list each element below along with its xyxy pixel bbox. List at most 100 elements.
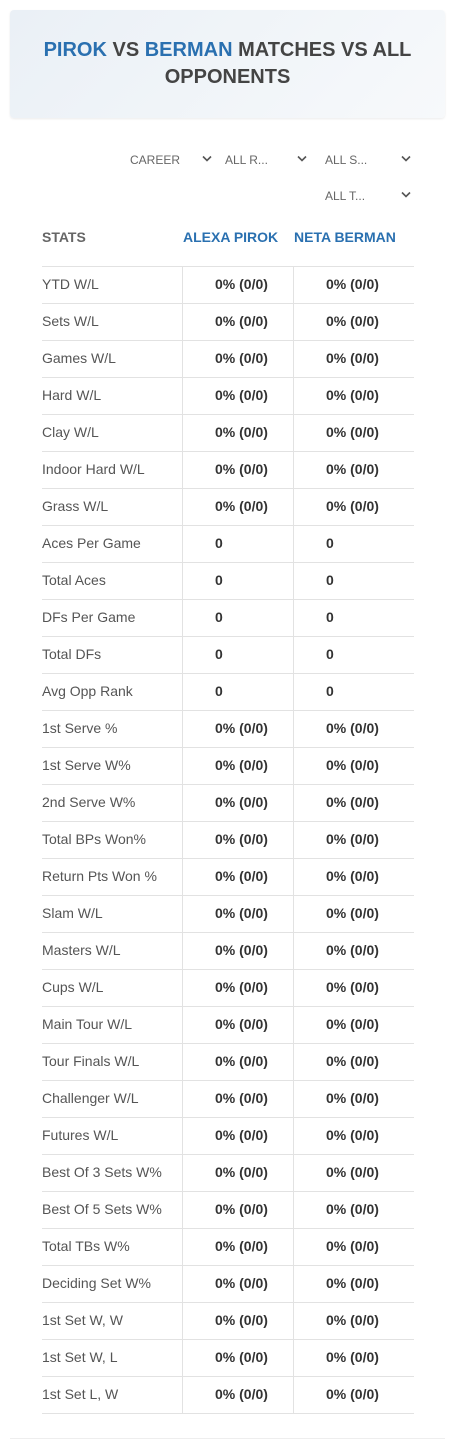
stat-value: 0% (0/0) [326, 1090, 379, 1106]
row-divider [42, 414, 414, 415]
row-divider [42, 1080, 414, 1081]
row-divider [42, 636, 414, 637]
filter-label: ALL T... [325, 189, 366, 203]
stat-label: DFs Per Game [42, 609, 136, 625]
stat-label: Grass W/L [42, 498, 109, 514]
header: PIROK VS BERMAN MATCHES VS ALL OPPONENTS [10, 10, 445, 118]
stat-label: Best Of 5 Sets W% [42, 1201, 162, 1217]
stat-value: 0% (0/0) [326, 942, 379, 958]
row-divider [42, 599, 414, 600]
stat-value: 0% (0/0) [215, 942, 268, 958]
stat-value: 0% (0/0) [215, 868, 268, 884]
stat-value: 0% (0/0) [326, 1016, 379, 1032]
stat-value: 0% (0/0) [326, 276, 379, 292]
stat-value: 0 [326, 646, 334, 662]
stat-label: Tour Finals W/L [42, 1053, 140, 1069]
filter-dropdown[interactable]: ALL R... [225, 152, 307, 168]
row-divider [42, 895, 414, 896]
stat-value: 0% (0/0) [215, 387, 268, 403]
row-divider [42, 1191, 414, 1192]
stat-value: 0% (0/0) [326, 905, 379, 921]
stat-value: 0% (0/0) [326, 1312, 379, 1328]
stat-value: 0% (0/0) [215, 794, 268, 810]
stat-value: 0% (0/0) [215, 313, 268, 329]
row-divider [42, 451, 414, 452]
stat-value: 0% (0/0) [215, 1164, 268, 1180]
chevron [401, 191, 411, 198]
stat-label: Sets W/L [42, 313, 99, 329]
stat-label: Hard W/L [42, 387, 102, 403]
stat-value: 0% (0/0) [215, 1127, 268, 1143]
stat-value: 0% (0/0) [215, 1312, 268, 1328]
row-divider [42, 488, 414, 489]
stat-value: 0% (0/0) [215, 1275, 268, 1291]
stat-value: 0% (0/0) [215, 1201, 268, 1217]
stat-value: 0% (0/0) [326, 794, 379, 810]
column-header: ALEXA PIROK [183, 229, 279, 245]
title: PIROK VS BERMAN MATCHES VS ALL OPPONENTS [40, 37, 415, 91]
stat-value: 0 [215, 535, 223, 551]
filter-label: CAREER [130, 153, 181, 167]
row-divider [42, 784, 414, 785]
row-divider [42, 1006, 414, 1007]
row-divider [42, 1043, 414, 1044]
stat-value: 0% (0/0) [326, 350, 379, 366]
row-divider [42, 1265, 414, 1266]
row-divider [42, 969, 414, 970]
row-divider [42, 673, 414, 674]
stat-value: 0% (0/0) [326, 831, 379, 847]
row-divider [42, 1302, 414, 1303]
stat-label: Cups W/L [42, 979, 104, 995]
stat-label: 1st Set L, W [42, 1386, 119, 1402]
stat-value: 0% (0/0) [215, 1238, 268, 1254]
stat-label: Futures W/L [42, 1127, 119, 1143]
row-divider [42, 340, 414, 341]
stat-value: 0 [215, 609, 223, 625]
stat-value: 0% (0/0) [326, 979, 379, 995]
stat-value: 0 [215, 646, 223, 662]
stat-value: 0% (0/0) [215, 1016, 268, 1032]
stat-label: Best Of 3 Sets W% [42, 1164, 162, 1180]
stat-label: Masters W/L [42, 942, 121, 958]
row-divider [42, 821, 414, 822]
stat-value: 0% (0/0) [215, 276, 268, 292]
row-divider [42, 858, 414, 859]
filter-dropdown[interactable]: CAREER [130, 152, 212, 168]
stat-value: 0% (0/0) [215, 350, 268, 366]
stat-label: 1st Serve % [42, 720, 118, 736]
stat-value: 0% (0/0) [326, 387, 379, 403]
title-part: MATCHES VS ALL OPPONENTS [164, 39, 412, 88]
stat-value: 0% (0/0) [215, 1053, 268, 1069]
stat-value: 0% (0/0) [326, 1238, 379, 1254]
stat-value: 0% (0/0) [215, 1386, 268, 1402]
stat-label: Total TBs W% [42, 1238, 130, 1254]
row-divider [42, 1228, 414, 1229]
filter-dropdown[interactable]: ALL S... [325, 152, 411, 168]
row-divider [42, 1154, 414, 1155]
stat-value: 0 [326, 572, 334, 588]
stat-label: 1st Set W, W [42, 1312, 123, 1328]
row-divider [42, 303, 414, 304]
column-divider [182, 266, 183, 1413]
stat-label: Clay W/L [42, 424, 99, 440]
stat-value: 0% (0/0) [326, 1349, 379, 1365]
stat-value: 0% (0/0) [215, 461, 268, 477]
row-divider [42, 377, 414, 378]
stat-label: Games W/L [42, 350, 116, 366]
stat-value: 0% (0/0) [215, 1090, 268, 1106]
row-divider [42, 710, 414, 711]
stat-value: 0% (0/0) [215, 979, 268, 995]
title-part: PIROK [43, 39, 107, 61]
stat-label: Challenger W/L [42, 1090, 139, 1106]
stat-value: 0% (0/0) [215, 757, 268, 773]
stat-label: Total DFs [42, 646, 102, 662]
stat-value: 0% (0/0) [326, 1053, 379, 1069]
stat-value: 0% (0/0) [326, 1386, 379, 1402]
stat-value: 0% (0/0) [326, 757, 379, 773]
stat-value: 0% (0/0) [326, 1275, 379, 1291]
stat-value: 0% (0/0) [326, 313, 379, 329]
stat-value: 0% (0/0) [326, 1164, 379, 1180]
filter-label: ALL S... [325, 153, 368, 167]
filter-dropdown[interactable]: ALL T... [325, 188, 411, 204]
stat-label: Indoor Hard W/L [42, 461, 145, 477]
